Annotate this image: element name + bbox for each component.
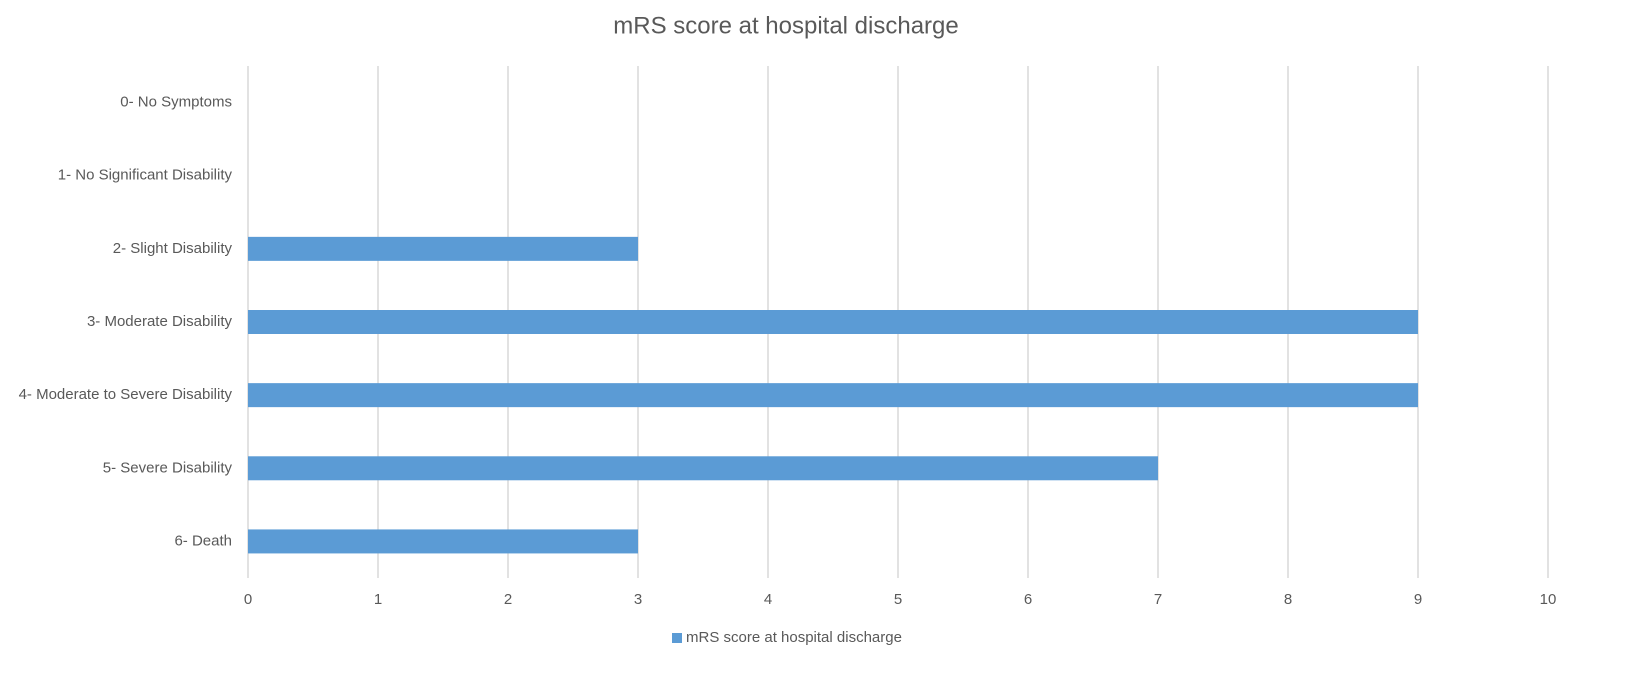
- bar: [248, 383, 1418, 408]
- y-tick-label: 5- Severe Disability: [103, 459, 233, 476]
- y-tick-label: 6- Death: [174, 532, 232, 549]
- x-tick-label: 4: [764, 591, 772, 608]
- bar: [248, 310, 1418, 334]
- x-tick-label: 3: [634, 591, 642, 608]
- y-tick-label: 3- Moderate Disability: [87, 313, 233, 330]
- y-tick-label: 4- Moderate to Severe Disability: [19, 386, 233, 403]
- x-tick-label: 10: [1540, 591, 1557, 608]
- x-tick-label: 8: [1284, 591, 1292, 608]
- x-tick-label: 0: [244, 591, 252, 608]
- y-tick-label: 0- No Symptoms: [120, 94, 232, 111]
- bar: [248, 529, 638, 554]
- legend-label: mRS score at hospital discharge: [686, 629, 902, 646]
- bar: [248, 236, 638, 261]
- x-tick-label: 2: [504, 591, 512, 608]
- bar: [248, 456, 1158, 481]
- x-tick-label: 1: [374, 591, 382, 608]
- x-tick-label: 6: [1024, 591, 1032, 608]
- y-tick-label: 1- No Significant Disability: [58, 167, 233, 184]
- x-tick-label: 9: [1414, 591, 1422, 608]
- x-tick-label: 5: [894, 591, 902, 608]
- y-tick-label: 2- Slight Disability: [113, 240, 233, 257]
- x-tick-label: 7: [1154, 591, 1162, 608]
- legend-swatch: [672, 633, 682, 643]
- chart-title: mRS score at hospital discharge: [613, 12, 959, 39]
